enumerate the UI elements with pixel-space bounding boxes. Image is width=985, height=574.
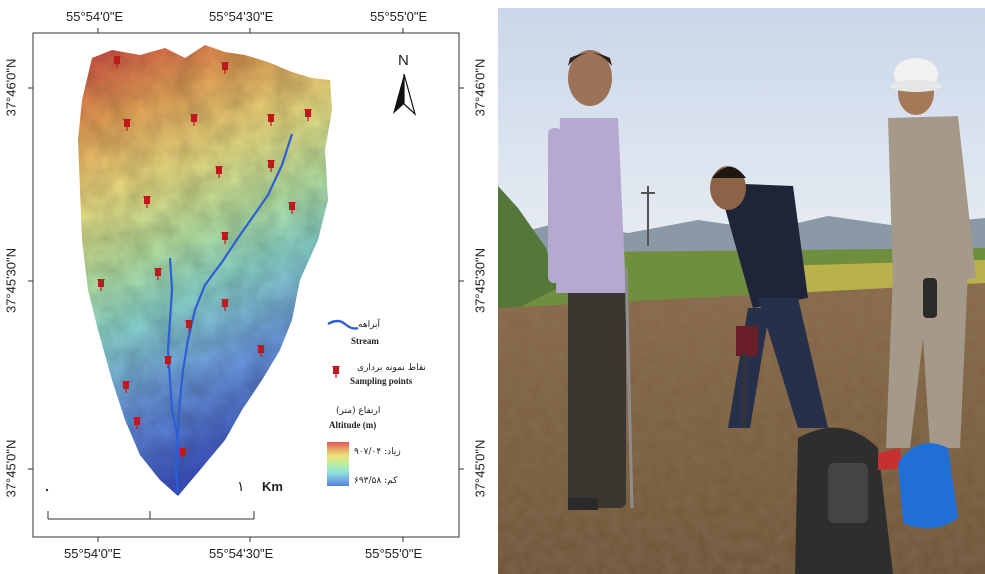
stream-tributary — [166, 257, 180, 441]
sampling-point — [221, 62, 229, 74]
blue-bag — [898, 443, 958, 529]
sampling-point — [267, 114, 275, 126]
sampling-point — [143, 196, 151, 208]
bottom-axis-label: 55°55'0"E — [365, 546, 423, 561]
legend-stream-en: Stream — [351, 336, 379, 346]
person-right — [878, 58, 976, 470]
frame-ticks — [28, 28, 464, 542]
scale-bar — [47, 511, 255, 520]
sampling-point — [113, 56, 121, 68]
sampling-point — [190, 114, 198, 126]
legend-stream-fa: آبراهه — [358, 320, 381, 330]
field-sampling-photo — [498, 8, 985, 574]
sampling-point — [164, 356, 172, 368]
scale-marker: ۱ — [237, 478, 245, 494]
sampling-point — [288, 202, 296, 214]
sampling-point — [122, 381, 130, 393]
sampling-points — [97, 56, 312, 460]
right-axis-label: 37°46'0"N — [472, 58, 488, 117]
person-middle — [710, 166, 828, 428]
legend-altitude-fa: ارتفاع (متر) — [336, 406, 381, 416]
legend-altitude-ramp — [327, 442, 349, 486]
bottom-axis-label: 55°54'0"E — [64, 546, 122, 561]
sampling-point — [97, 279, 105, 291]
field-photo-illustration — [498, 8, 985, 574]
sampling-point — [257, 345, 265, 357]
legend-sampling-symbol — [332, 366, 340, 378]
legend-low-value: کم: ۶۹۳/۵۸ — [354, 476, 398, 486]
sampling-point — [133, 417, 141, 429]
right-axis-label: 37°45'0"N — [472, 439, 488, 498]
watershed-map-panel: 55°54'0"E 55°54'30"E 55°55'0"E 55°54'0"E… — [0, 0, 490, 574]
sampling-point — [304, 109, 312, 121]
backpack — [795, 427, 893, 574]
top-axis-label: 55°55'0"E — [370, 9, 428, 24]
sampling-point — [215, 166, 223, 178]
left-axis-label: 37°46'0"N — [3, 58, 19, 117]
left-axis-label: 37°45'30"N — [3, 247, 19, 314]
scale-unit: Km — [262, 479, 283, 494]
legend-stream-symbol — [327, 319, 359, 330]
sampling-point — [154, 268, 162, 280]
map-figure — [28, 28, 464, 542]
sampling-point — [267, 160, 275, 172]
top-axis-label: 55°54'0"E — [66, 9, 124, 24]
north-label: N — [398, 52, 409, 69]
legend-altitude-en: Altitude (m) — [329, 420, 377, 430]
legend-sampling-fa: نقاط نمونه برداری — [357, 363, 426, 373]
top-axis-label: 55°54'30"E — [209, 9, 274, 24]
right-axis-label: 37°45'30"N — [472, 247, 488, 314]
bottom-axis-label: 55°54'30"E — [209, 546, 274, 561]
person-left — [548, 50, 634, 510]
grass-slope — [498, 186, 558, 318]
sampling-point — [179, 448, 187, 460]
scale-dot — [45, 488, 49, 492]
sampling-point — [185, 320, 193, 332]
sampling-point — [221, 299, 229, 311]
sampling-point — [221, 232, 229, 244]
utility-pole-icon — [641, 186, 655, 246]
stream-main — [174, 133, 294, 493]
left-axis-label: 37°45'0"N — [3, 439, 19, 498]
north-arrow-icon — [393, 73, 417, 116]
legend-sampling-en: Sampling points — [350, 376, 413, 386]
stream-network — [166, 133, 294, 493]
legend-high-value: زیاد: ۹۰۷/۰۴ — [354, 447, 401, 457]
sampling-point — [123, 119, 131, 131]
